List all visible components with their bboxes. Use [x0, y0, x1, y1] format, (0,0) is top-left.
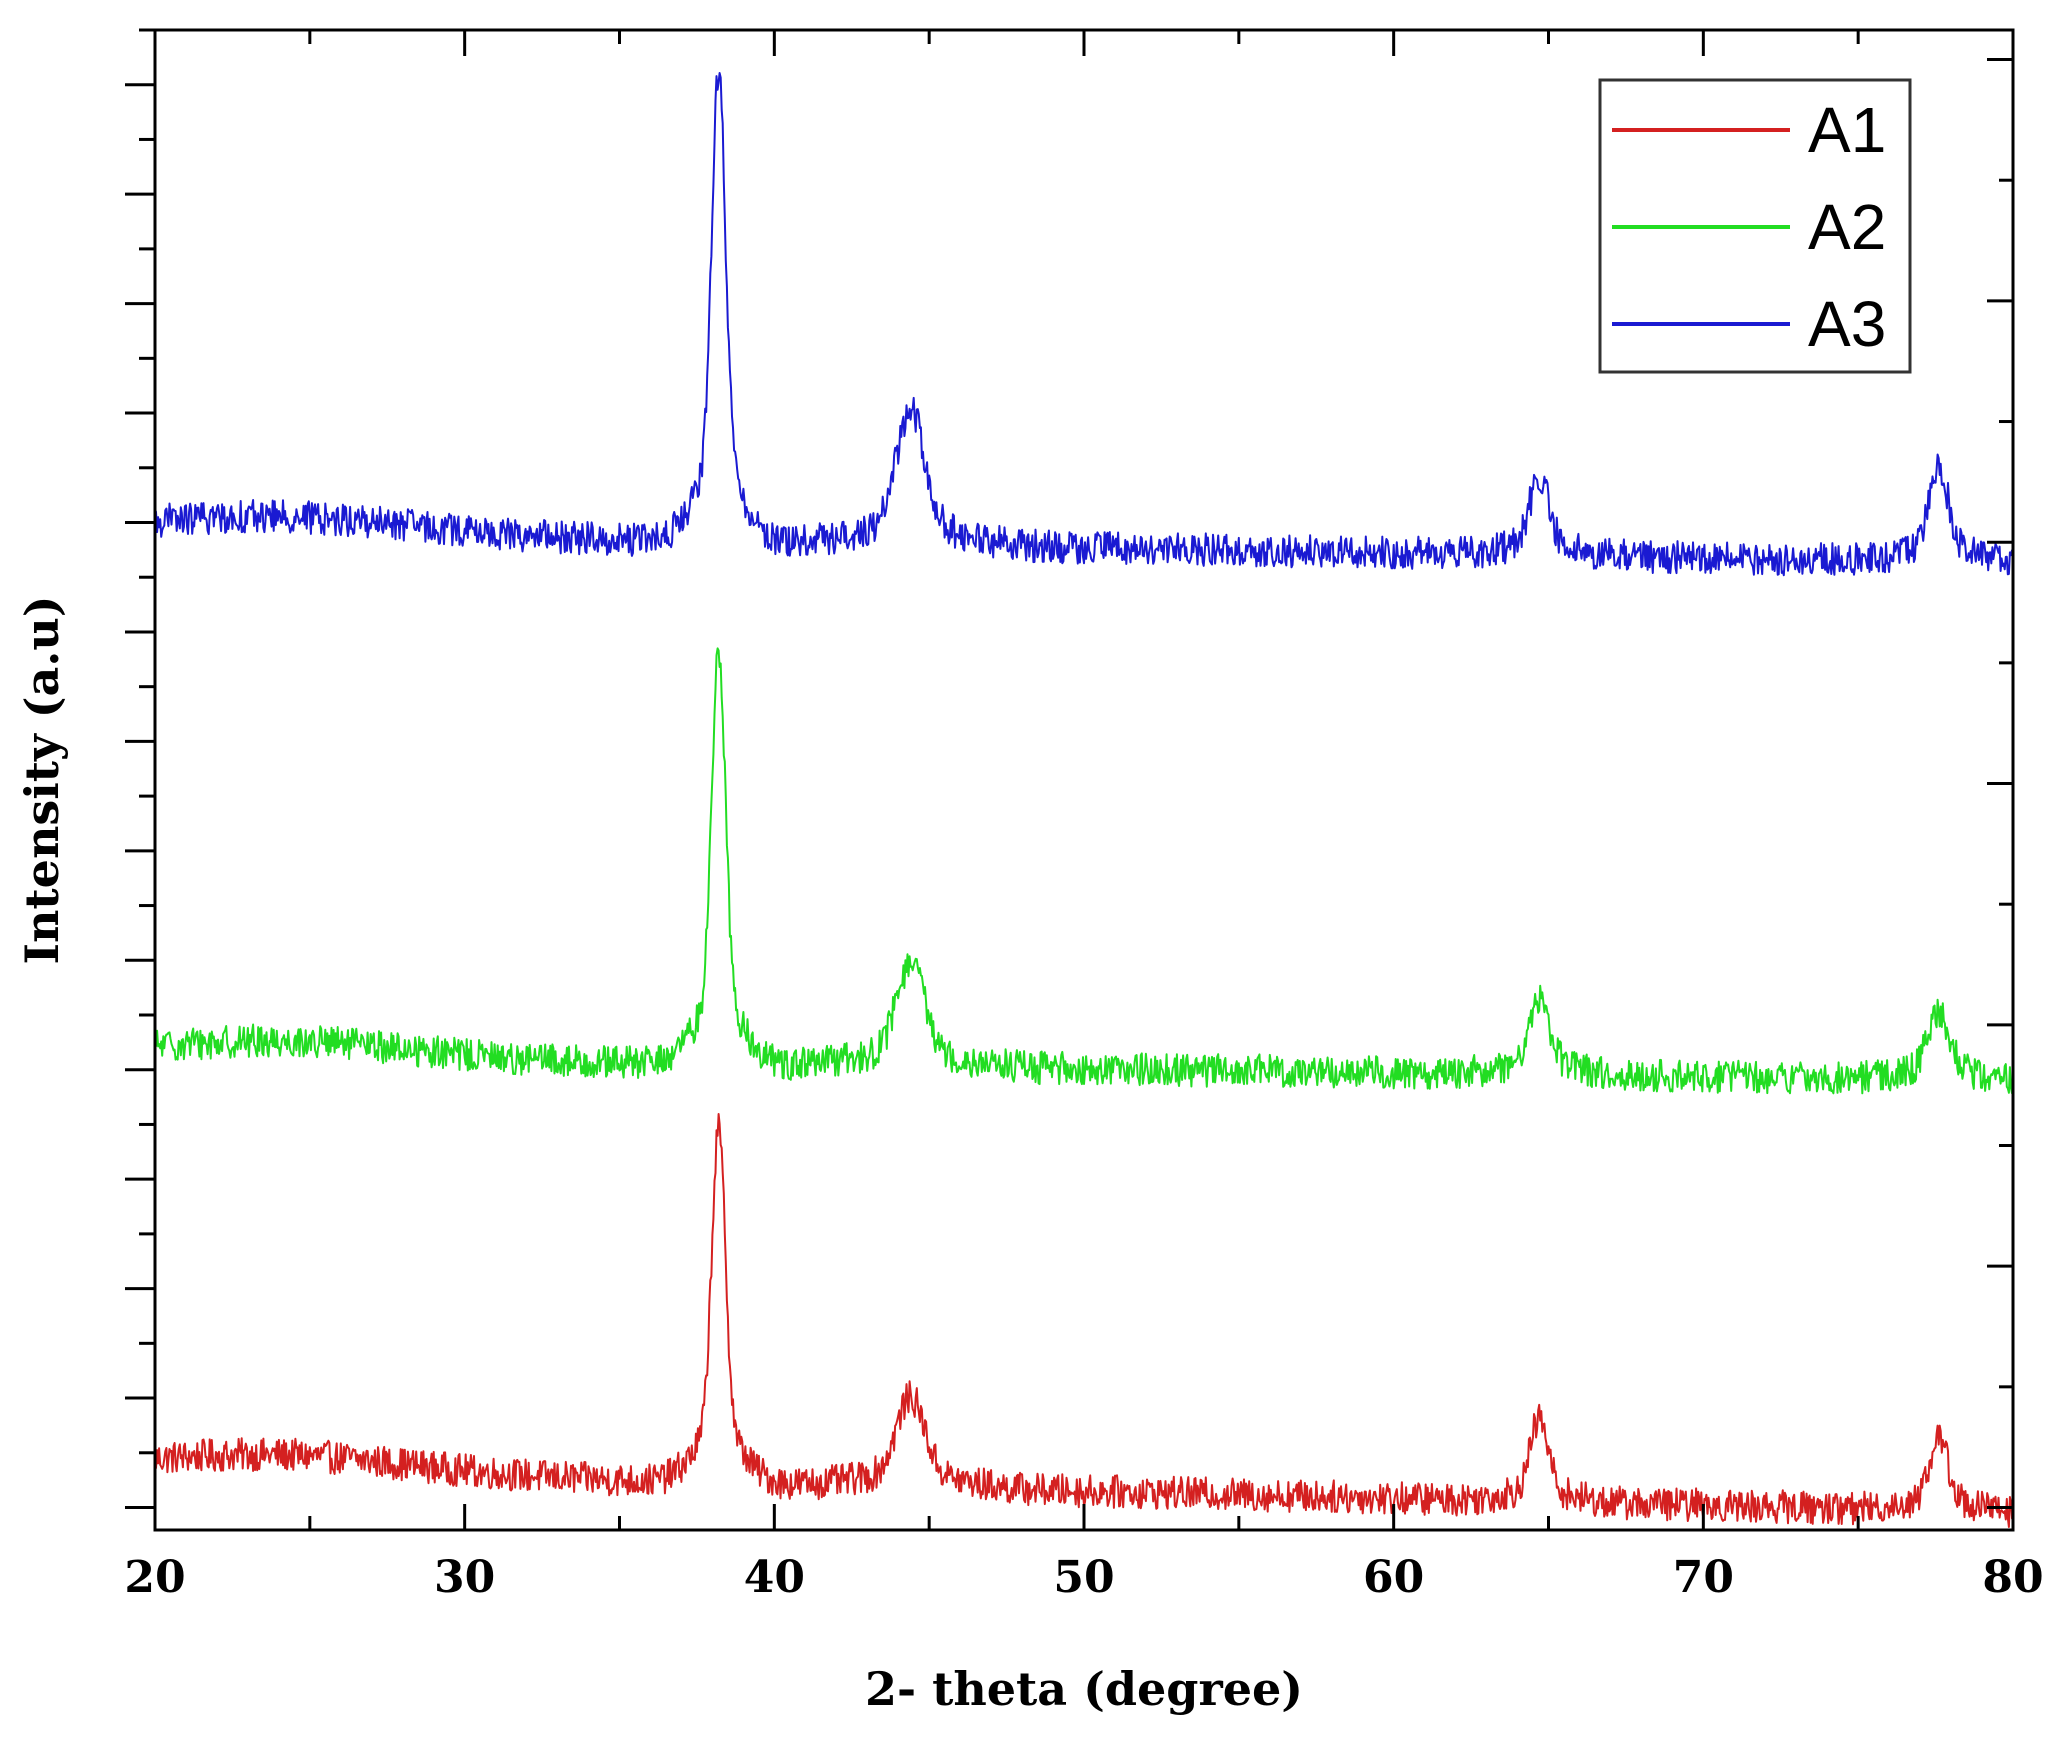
x-tick-labels: 20 30 40 50 60 70 80 — [124, 1552, 2043, 1603]
x-tick-label: 60 — [1363, 1552, 1424, 1603]
series-line-a3 — [154, 72, 2014, 577]
x-tick-label: 40 — [744, 1552, 805, 1603]
x-tick-label: 50 — [1053, 1552, 1114, 1603]
x-tick-label: 20 — [124, 1552, 185, 1603]
y-axis-title: Intensity (a.u) — [15, 595, 69, 964]
x-axis-title: 2- theta (degree) — [865, 1662, 1303, 1716]
left-y-ticks — [125, 28, 155, 1509]
series-line-a2 — [154, 647, 2014, 1095]
legend-label-a2: A2 — [1808, 191, 1886, 263]
legend-label-a1: A1 — [1808, 94, 1886, 166]
right-y-ticks — [1987, 58, 2013, 1509]
x-tick-label: 70 — [1673, 1552, 1734, 1603]
x-ticks — [153, 30, 2015, 1530]
series-line-a1 — [154, 1113, 2014, 1528]
legend-label-a3: A3 — [1808, 288, 1886, 360]
x-tick-label: 30 — [434, 1552, 495, 1603]
x-tick-label: 80 — [1982, 1552, 2043, 1603]
legend-items: A1 A2 A3 — [1612, 94, 1886, 360]
legend: A1 A2 A3 — [1598, 78, 1912, 374]
